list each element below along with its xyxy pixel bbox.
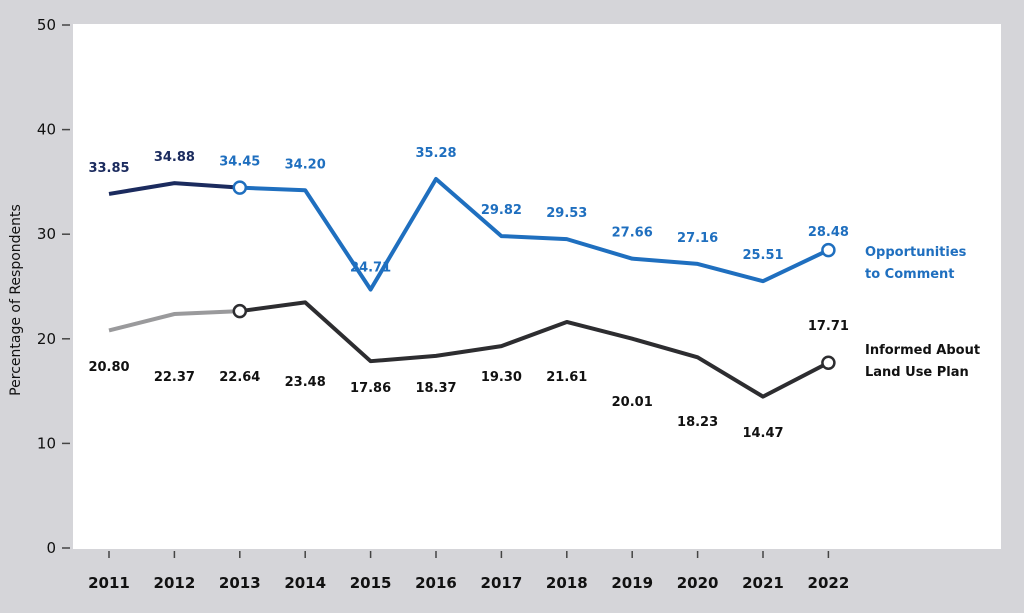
data-label: 29.53 — [546, 206, 587, 221]
data-label: 20.80 — [88, 360, 129, 375]
y-tick-label: 50 — [37, 16, 56, 34]
data-point-marker — [821, 242, 836, 258]
x-tick-label: 2018 — [546, 574, 588, 592]
x-tick-label: 2017 — [481, 574, 523, 592]
data-point-marker — [232, 303, 248, 319]
data-label: 22.37 — [154, 370, 195, 385]
data-label: 18.37 — [415, 381, 456, 396]
x-tick-label: 2011 — [88, 574, 130, 592]
y-tick-label: 40 — [37, 121, 56, 139]
data-label: 34.20 — [285, 157, 326, 172]
data-label: 35.28 — [415, 146, 456, 161]
data-label: 27.16 — [677, 231, 718, 246]
y-tick-label: 20 — [37, 330, 56, 348]
data-label: 34.88 — [154, 150, 195, 165]
series-legend-label: Opportunities — [865, 245, 967, 260]
y-axis-label: Percentage of Respondents — [8, 204, 24, 396]
data-point-marker — [821, 355, 836, 371]
data-label: 17.71 — [808, 319, 849, 334]
y-tick-label: 0 — [46, 539, 56, 557]
series-line — [239, 300, 830, 399]
x-tick-label: 2012 — [154, 574, 196, 592]
data-label: 29.82 — [481, 203, 522, 218]
data-label: 17.86 — [350, 381, 391, 396]
series-legend-label: Informed About — [865, 343, 980, 358]
y-tick-label: 30 — [37, 225, 56, 243]
x-tick-label: 2013 — [219, 574, 261, 592]
data-label: 27.66 — [612, 226, 653, 241]
series-line — [239, 176, 830, 292]
series-line-early — [108, 309, 240, 333]
data-label: 21.61 — [546, 370, 587, 385]
data-label: 22.64 — [219, 370, 260, 385]
plot-area — [73, 24, 1001, 549]
data-label: 34.45 — [219, 155, 260, 170]
x-tick-label: 2014 — [284, 574, 326, 592]
data-label: 18.23 — [677, 415, 718, 430]
series-legend-label: Land Use Plan — [865, 365, 969, 380]
data-label: 14.47 — [742, 426, 783, 441]
data-point-marker — [232, 180, 248, 195]
data-label: 19.30 — [481, 370, 522, 385]
x-tick-label: 2021 — [742, 574, 784, 592]
x-tick-label: 2016 — [415, 574, 457, 592]
series-line-early — [108, 181, 240, 196]
data-label: 23.48 — [285, 375, 326, 390]
data-label: 24.71 — [350, 261, 391, 276]
data-label: 28.48 — [808, 225, 849, 240]
series-legend-label: to Comment — [865, 267, 955, 282]
x-tick-label: 2020 — [677, 574, 719, 592]
data-label: 25.51 — [742, 248, 783, 263]
x-tick-label: 2019 — [611, 574, 653, 592]
data-label: 33.85 — [88, 161, 129, 176]
x-tick-label: 2015 — [350, 574, 392, 592]
y-tick-label: 10 — [37, 434, 56, 452]
data-label: 20.01 — [612, 395, 653, 410]
x-tick-label: 2022 — [808, 574, 850, 592]
